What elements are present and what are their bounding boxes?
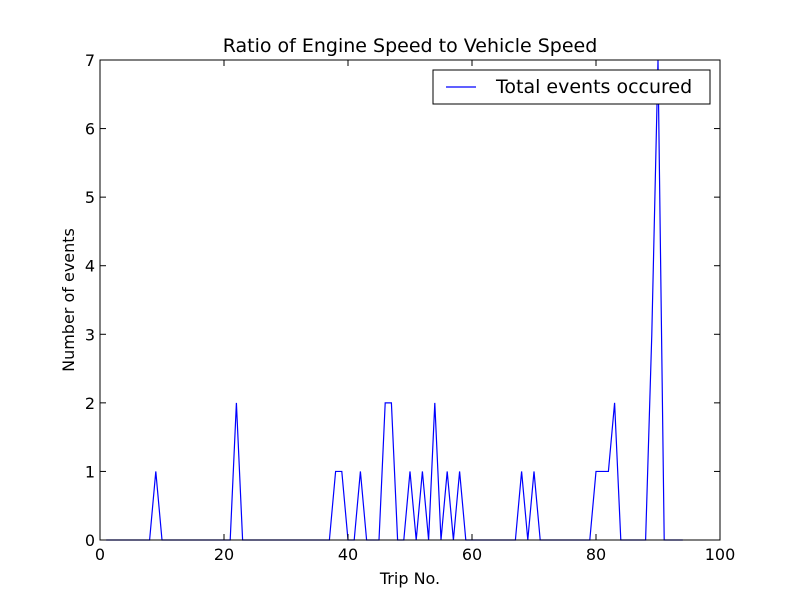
y-tick-label: 4 bbox=[85, 257, 95, 276]
chart-title: Ratio of Engine Speed to Vehicle Speed bbox=[223, 35, 598, 57]
y-axis-label: Number of events bbox=[59, 228, 78, 372]
y-tick-label: 7 bbox=[85, 51, 95, 70]
x-tick-label: 20 bbox=[214, 545, 234, 564]
x-tick-label: 0 bbox=[95, 545, 105, 564]
x-tick-label: 40 bbox=[338, 545, 358, 564]
series-layer bbox=[106, 59, 683, 541]
y-tick-label: 3 bbox=[85, 325, 95, 344]
y-tick-label: 6 bbox=[85, 120, 95, 139]
x-tick-label: 80 bbox=[586, 545, 606, 564]
legend-frame bbox=[432, 69, 711, 105]
y-tick-label: 2 bbox=[85, 394, 95, 413]
y-tick-label: 5 bbox=[85, 188, 95, 207]
legend: Total events occured bbox=[432, 69, 711, 105]
y-tick-label: 0 bbox=[85, 531, 95, 550]
plot-frame bbox=[99, 59, 721, 541]
x-tick-label: 100 bbox=[705, 545, 736, 564]
y-tick-label: 1 bbox=[85, 462, 95, 481]
legend-label: Total events occured bbox=[495, 76, 692, 98]
y-axis-ticks: 0 1 2 3 4 5 6 7 bbox=[85, 51, 720, 550]
series-line-0 bbox=[106, 59, 683, 541]
x-axis-ticks: 0 20 40 60 80 100 bbox=[95, 60, 735, 564]
x-axis-label: Trip No. bbox=[379, 569, 440, 588]
x-tick-label: 60 bbox=[462, 545, 482, 564]
